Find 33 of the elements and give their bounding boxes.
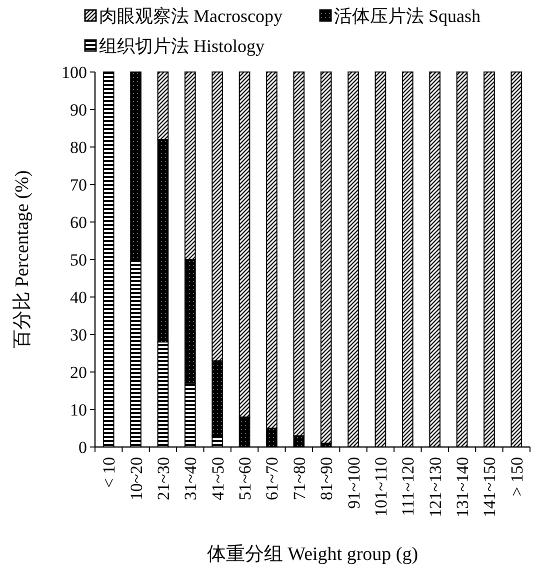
x-tick-label: 81~90 [317,457,336,500]
x-tick-label: 31~40 [181,457,200,500]
x-tick-label: 41~50 [208,457,228,500]
x-tick-label: 71~80 [290,457,309,500]
y-axis-title: 百分比 Percentage (%) [12,170,33,349]
y-tick-label: 90 [70,100,87,120]
x-tick-label: 141~150 [480,457,500,518]
x-tick-label: 61~70 [262,457,282,500]
x-tick-label: 21~30 [154,457,173,500]
legend-item: 肉眼观察法 Macroscopy [84,6,282,26]
x-axis-title: 体重分组 Weight group (g) [206,544,418,565]
x-tick-label: 121~130 [426,457,445,518]
y-tick-label: 50 [70,250,87,270]
x-tick-label: < 10 [100,457,119,488]
x-tick-label: 131~140 [453,457,472,518]
legend-item: 组织切片法 Histology [84,36,265,56]
y-tick-label: 10 [70,400,87,420]
legend-item: 活体压片法 Squash [319,6,481,26]
x-tick-label: 91~100 [344,457,364,509]
y-tick-label: 0 [78,438,87,457]
x-tick-label: 51~60 [236,457,255,500]
y-tick-label: 30 [70,326,87,344]
y-tick-label: 40 [70,288,87,307]
x-tick-label: 10~20 [126,457,146,500]
x-tick-label: 101~110 [371,457,390,517]
x-tick-label: 111~120 [398,457,418,516]
y-tick-label: 80 [70,138,87,157]
y-tick-label: 100 [62,63,87,82]
y-tick-label: 70 [70,176,87,194]
x-tick-label: > 150 [507,457,526,496]
bar [320,72,332,444]
y-tick-label: 20 [70,363,87,382]
y-tick-label: 60 [70,213,87,232]
